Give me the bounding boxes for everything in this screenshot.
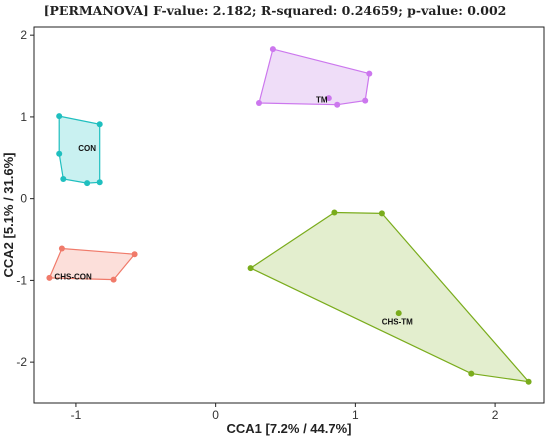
plot-frame bbox=[33, 26, 545, 404]
x-axis-ticks: -1 0 1 2 bbox=[71, 403, 499, 422]
point-chs-tm bbox=[247, 265, 254, 272]
x-tick-label: 0 bbox=[212, 408, 219, 422]
x-tick-label: -1 bbox=[71, 408, 82, 422]
point-con bbox=[96, 179, 103, 186]
point-chs-con bbox=[46, 274, 53, 281]
group-hulls bbox=[48, 48, 531, 383]
point-con bbox=[96, 121, 103, 128]
x-tick-label: 2 bbox=[492, 408, 499, 422]
label-tm: TM bbox=[316, 96, 328, 105]
hull-chs-tm bbox=[249, 211, 531, 383]
x-axis-label: CCA1 [7.2% / 44.7%] bbox=[227, 421, 352, 436]
group-labels: CON TM CHS-CON CHS-TM bbox=[54, 96, 413, 327]
point-tm bbox=[256, 100, 262, 106]
point-chs-tm bbox=[331, 209, 338, 216]
y-tick-label: 0 bbox=[20, 192, 27, 206]
y-tick-label: 2 bbox=[20, 28, 27, 42]
label-chs-con: CHS-CON bbox=[54, 272, 92, 281]
point-chs-tm bbox=[395, 310, 402, 317]
y-axis-label: CCA2 [5.1% / 31.6%] bbox=[1, 153, 16, 278]
y-tick-label: -2 bbox=[16, 355, 27, 369]
point-tm bbox=[325, 95, 332, 102]
point-chs-tm bbox=[378, 210, 385, 217]
hull-tm bbox=[258, 48, 370, 106]
point-chs-con bbox=[110, 276, 117, 283]
point-chs-tm bbox=[525, 378, 532, 385]
y-axis-ticks: 2 1 0 -1 -2 bbox=[16, 28, 34, 369]
label-con: CON bbox=[78, 144, 96, 153]
point-chs-con bbox=[131, 251, 138, 258]
y-tick-label: 1 bbox=[20, 110, 27, 124]
x-tick-label: 1 bbox=[352, 408, 359, 422]
point-chs-con bbox=[58, 245, 65, 252]
point-tm bbox=[334, 101, 341, 108]
point-con bbox=[60, 176, 67, 182]
sample-points bbox=[46, 46, 532, 385]
point-tm bbox=[366, 70, 373, 77]
point-con bbox=[56, 150, 63, 157]
chart-title: [PERMANOVA] F-value: 2.182; R-squared: 0… bbox=[44, 3, 507, 18]
label-chs-tm: CHS-TM bbox=[382, 317, 413, 326]
point-tm bbox=[269, 46, 276, 53]
point-con bbox=[56, 113, 63, 120]
point-chs-tm bbox=[468, 370, 475, 377]
point-tm bbox=[362, 97, 369, 104]
point-con bbox=[84, 180, 91, 187]
y-tick-label: -1 bbox=[16, 273, 27, 287]
